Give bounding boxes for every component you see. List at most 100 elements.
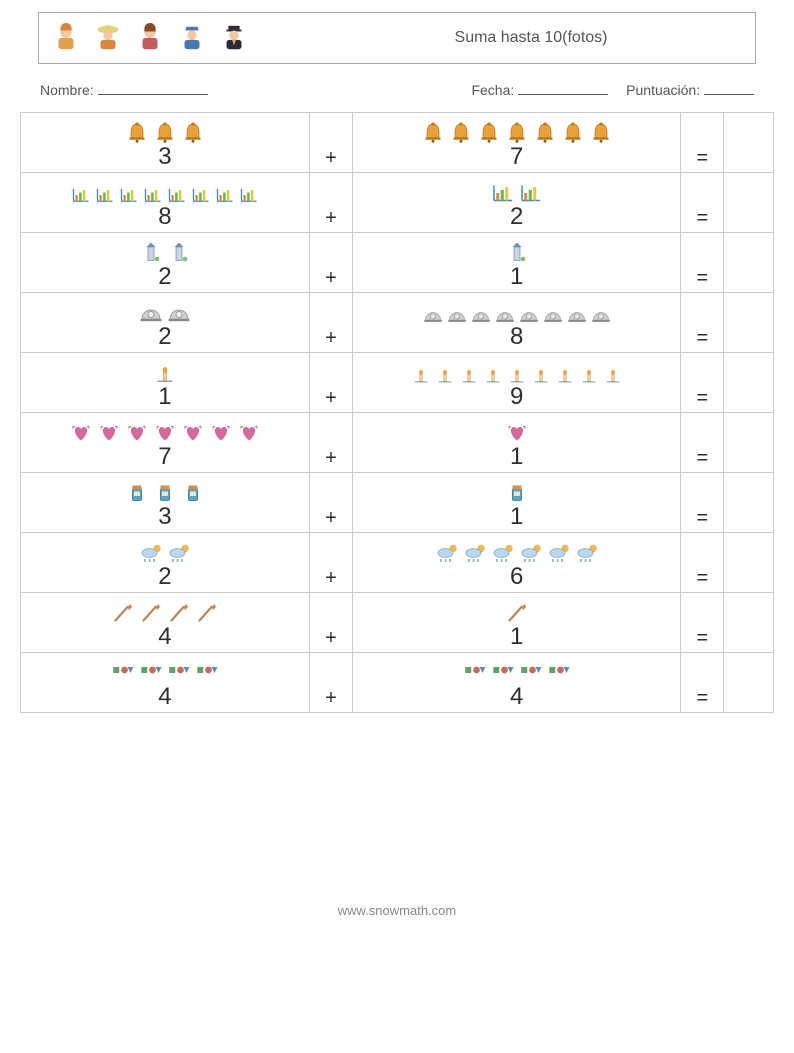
answer-cell[interactable] [724, 593, 774, 653]
answer-cell[interactable] [724, 653, 774, 713]
equals-symbol: = [685, 657, 719, 710]
dome-icon [423, 305, 443, 325]
operand-a-cell: 4 [21, 593, 310, 653]
plus-cell: + [309, 113, 352, 173]
cloud-icon [167, 541, 191, 565]
person4-icon [177, 23, 207, 53]
equals-cell: = [681, 173, 724, 233]
jar-icon [505, 481, 529, 505]
table-row: 2+8= [21, 293, 774, 353]
candle-icon [153, 361, 177, 385]
equals-cell: = [681, 233, 724, 293]
operand-value: 3 [25, 505, 305, 529]
operand-a-cell: 7 [21, 413, 310, 473]
answer-cell[interactable] [724, 413, 774, 473]
shapes-icon [519, 661, 543, 685]
operand-value: 8 [25, 205, 305, 229]
operand-b-cell: 4 [353, 653, 681, 713]
operand-a-cell: 3 [21, 473, 310, 533]
plus-cell: + [309, 233, 352, 293]
cloud-icon [575, 541, 599, 565]
answer-cell[interactable] [724, 353, 774, 413]
candle-icon [435, 365, 455, 385]
plus-symbol: + [314, 657, 348, 710]
chart-icon [71, 185, 91, 205]
cloud-icon [547, 541, 571, 565]
operand-b-cell: 1 [353, 413, 681, 473]
table-row: 4+1= [21, 593, 774, 653]
table-row: 2+1= [21, 233, 774, 293]
operand-value: 3 [25, 145, 305, 169]
wand-icon [111, 601, 135, 625]
chart-icon [491, 181, 515, 205]
worksheet-title: Suma hasta 10(fotos) [249, 29, 743, 47]
dome-icon [447, 305, 467, 325]
wand-icon [195, 601, 219, 625]
table-row: 1+9= [21, 353, 774, 413]
plus-symbol: + [314, 537, 348, 590]
operand-value: 7 [25, 445, 305, 469]
operand-value: 2 [25, 565, 305, 589]
chart-icon [519, 181, 543, 205]
bell-icon [589, 121, 613, 145]
plus-symbol: + [314, 417, 348, 470]
equals-cell: = [681, 413, 724, 473]
jar-icon [153, 481, 177, 505]
jar-icon [181, 481, 205, 505]
chart-icon [191, 185, 211, 205]
heart-icon [69, 421, 93, 445]
table-row: 7 +1= [21, 413, 774, 473]
plus-symbol: + [314, 477, 348, 530]
operand-b-cell: 1 [353, 233, 681, 293]
equals-cell: = [681, 353, 724, 413]
person2-icon [93, 23, 123, 53]
heart-icon [97, 421, 121, 445]
operand-value: 4 [357, 685, 676, 709]
answer-cell[interactable] [724, 473, 774, 533]
plus-symbol: + [314, 597, 348, 650]
chart-icon [143, 185, 163, 205]
operand-value: 7 [357, 145, 676, 169]
operand-value: 1 [357, 265, 676, 289]
answer-cell[interactable] [724, 233, 774, 293]
bell-icon [421, 121, 445, 145]
header-people-icons [51, 23, 249, 53]
equals-symbol: = [685, 357, 719, 410]
candle-icon [531, 365, 551, 385]
operand-a-cell: 3 [21, 113, 310, 173]
heart-icon [237, 421, 261, 445]
equals-cell: = [681, 113, 724, 173]
plus-cell: + [309, 533, 352, 593]
operand-value: 4 [25, 625, 305, 649]
operand-b-cell: 8 [353, 293, 681, 353]
equals-cell: = [681, 473, 724, 533]
heart-icon [181, 421, 205, 445]
equals-symbol: = [685, 597, 719, 650]
shapes-icon [491, 661, 515, 685]
table-row: 4+4= [21, 653, 774, 713]
equals-symbol: = [685, 477, 719, 530]
name-blank[interactable] [98, 94, 208, 95]
heart-icon [209, 421, 233, 445]
date-blank[interactable] [518, 94, 608, 95]
chart-icon [239, 185, 259, 205]
operand-b-cell: 1 [353, 473, 681, 533]
answer-cell[interactable] [724, 113, 774, 173]
answer-cell[interactable] [724, 173, 774, 233]
answer-cell[interactable] [724, 533, 774, 593]
equals-cell: = [681, 653, 724, 713]
plus-cell: + [309, 173, 352, 233]
shapes-icon [547, 661, 571, 685]
operand-b-cell: 6 [353, 533, 681, 593]
equals-symbol: = [685, 117, 719, 170]
person5-icon [219, 23, 249, 53]
answer-cell[interactable] [724, 293, 774, 353]
candle-icon [555, 365, 575, 385]
footer-text: www.snowmath.com [10, 903, 784, 938]
table-row: 3+7 = [21, 113, 774, 173]
dome-icon [543, 305, 563, 325]
operand-value: 2 [25, 265, 305, 289]
worksheet-table: 3+7=8+2=2+1=2+8=1+9=7+1=3+1=2+6=4+1=4+4= [20, 112, 774, 713]
score-blank[interactable] [704, 94, 754, 95]
worksheet-header: Suma hasta 10(fotos) [38, 12, 756, 64]
